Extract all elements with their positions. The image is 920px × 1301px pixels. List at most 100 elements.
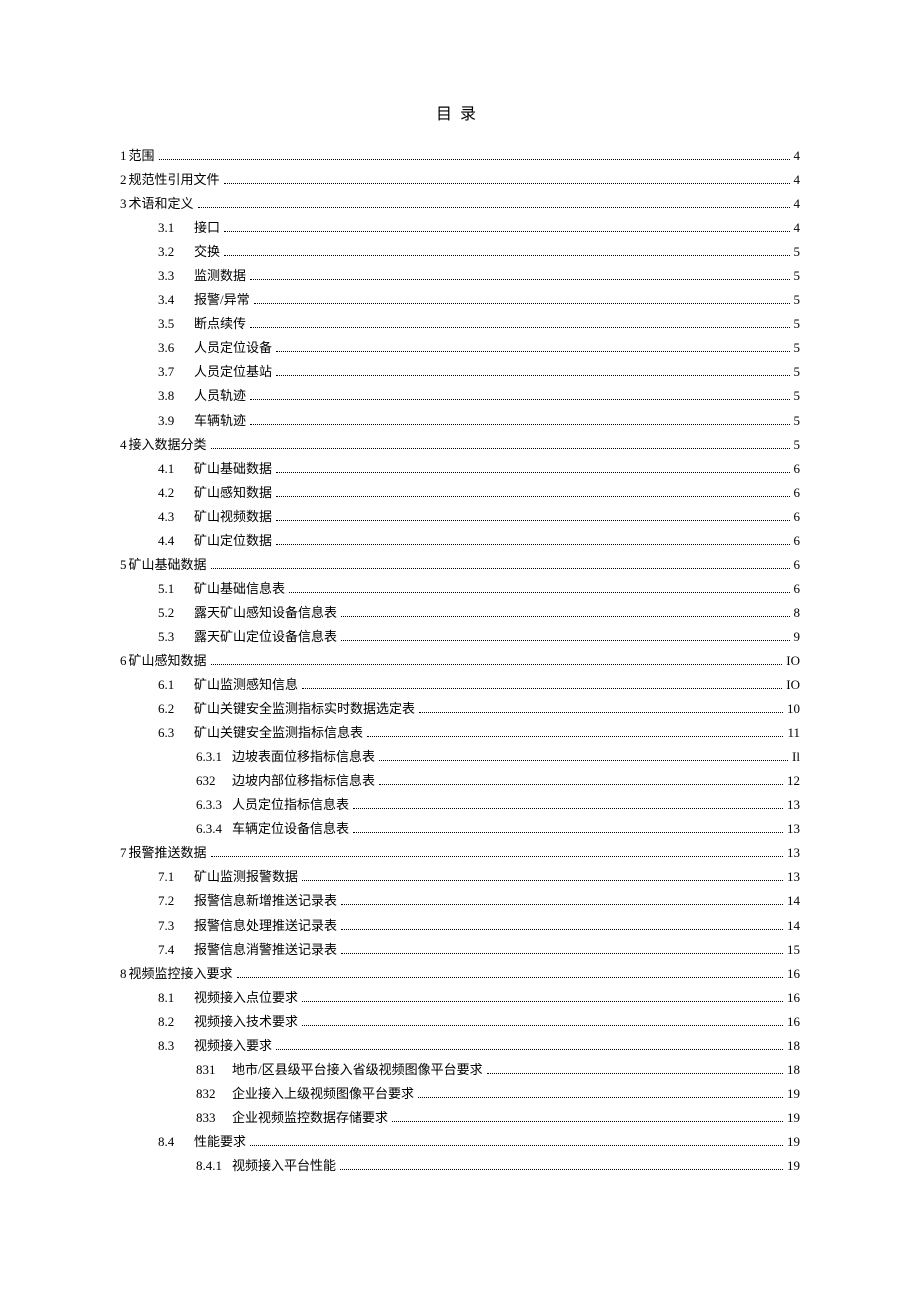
toc-dots bbox=[237, 977, 783, 978]
toc-dots bbox=[341, 616, 789, 617]
toc-entry-label: 矿山定位数据 bbox=[194, 529, 272, 553]
toc-entry: 4.1矿山基础数据6 bbox=[120, 457, 800, 481]
toc-entry-page: 5 bbox=[794, 409, 801, 433]
toc-dots bbox=[224, 231, 789, 232]
toc-entry: 831地市/区县级平台接入省级视频图像平台要求18 bbox=[120, 1058, 800, 1082]
toc-entry-page: 19 bbox=[787, 1154, 800, 1178]
toc-entry-page: 5 bbox=[794, 433, 801, 457]
toc-entry-page: 12 bbox=[787, 769, 800, 793]
toc-entry-label: 地市/区县级平台接入省级视频图像平台要求 bbox=[232, 1058, 483, 1082]
toc-entry-page: 18 bbox=[787, 1034, 800, 1058]
toc-entry-page: 4 bbox=[794, 216, 801, 240]
toc-entry-number: 3.4 bbox=[158, 288, 192, 312]
toc-entry: 3.8人员轨迹5 bbox=[120, 384, 800, 408]
toc-dots bbox=[341, 640, 789, 641]
toc-entry-number: 7.1 bbox=[158, 865, 192, 889]
toc-entry-page: 5 bbox=[794, 312, 801, 336]
toc-entry-page: 13 bbox=[787, 817, 800, 841]
toc-entry-page: 16 bbox=[787, 962, 800, 986]
toc-dots bbox=[302, 1025, 783, 1026]
toc-entry: 6.3矿山关键安全监测指标信息表 11 bbox=[120, 721, 800, 745]
toc-entry-label: 边坡表面位移指标信息表 bbox=[232, 745, 375, 769]
toc-dots bbox=[379, 760, 788, 761]
toc-entry-page: 4 bbox=[794, 168, 801, 192]
toc-entry-label: 断点续传 bbox=[194, 312, 246, 336]
toc-dots bbox=[340, 1169, 783, 1170]
toc-entry: 632边坡内部位移指标信息表12 bbox=[120, 769, 800, 793]
toc-entry: 8.3视频接入要求18 bbox=[120, 1034, 800, 1058]
toc-entry-label: 报警信息处理推送记录表 bbox=[194, 914, 337, 938]
toc-entry-label: 交换 bbox=[194, 240, 220, 264]
toc-entry-label: 矿山监测感知信息 bbox=[194, 673, 298, 697]
toc-dots bbox=[367, 736, 783, 737]
toc-dots bbox=[250, 327, 789, 328]
toc-entry-number: 7.3 bbox=[158, 914, 192, 938]
toc-entry-number: 3.6 bbox=[158, 336, 192, 360]
toc-entry-number: 6.2 bbox=[158, 697, 192, 721]
toc-entry-page: 13 bbox=[787, 793, 800, 817]
toc-entry-page: 16 bbox=[787, 986, 800, 1010]
toc-entry-number: 3.2 bbox=[158, 240, 192, 264]
toc-entry-number: 4 bbox=[120, 433, 127, 457]
toc-dots bbox=[198, 207, 790, 208]
toc-entry-number: 6.3 bbox=[158, 721, 192, 745]
toc-entry-label: 矿山关键安全监测指标信息表 bbox=[194, 721, 363, 745]
toc-entry: 7 报警推送数据 13 bbox=[120, 841, 800, 865]
toc-dots bbox=[353, 832, 783, 833]
toc-entry-number: 632 bbox=[196, 769, 230, 793]
toc-dots bbox=[276, 1049, 783, 1050]
toc-entry-number: 7 bbox=[120, 841, 127, 865]
toc-dots bbox=[276, 544, 789, 545]
toc-entry: 7.1矿山监测报警数据13 bbox=[120, 865, 800, 889]
toc-entry-page: 14 bbox=[787, 914, 800, 938]
toc-entry-page: 4 bbox=[794, 192, 801, 216]
toc-entry: 3.4报警/异常5 bbox=[120, 288, 800, 312]
toc-entry: 3.1接口4 bbox=[120, 216, 800, 240]
toc-dots bbox=[379, 784, 783, 785]
toc-entry: 3.2交换5 bbox=[120, 240, 800, 264]
toc-entry: 5 矿山基础数据6 bbox=[120, 553, 800, 577]
toc-entry-label: 监测数据 bbox=[194, 264, 246, 288]
toc-entry-page: IO bbox=[786, 649, 800, 673]
toc-entry-label: 人员定位设备 bbox=[194, 336, 272, 360]
toc-entry-number: 4.1 bbox=[158, 457, 192, 481]
toc-entry-page: 6 bbox=[794, 553, 801, 577]
toc-dots bbox=[276, 520, 789, 521]
toc-entry-number: 4.4 bbox=[158, 529, 192, 553]
toc-entry-label: 矿山基础数据 bbox=[129, 553, 207, 577]
toc-entry: 6 矿山感知数据IO bbox=[120, 649, 800, 673]
toc-entry: 7.4报警信息消警推送记录表15 bbox=[120, 938, 800, 962]
toc-entry-label: 露天矿山定位设备信息表 bbox=[194, 625, 337, 649]
toc-entry-page: 11 bbox=[787, 721, 800, 745]
toc-dots bbox=[276, 472, 789, 473]
toc-dots bbox=[224, 255, 789, 256]
toc-entry-number: 832 bbox=[196, 1082, 230, 1106]
toc-entry: 3.7人员定位基站5 bbox=[120, 360, 800, 384]
toc-entry-page: 5 bbox=[794, 384, 801, 408]
toc-entry-number: 3.9 bbox=[158, 409, 192, 433]
toc-entry-number: 8.1 bbox=[158, 986, 192, 1010]
toc-entry-label: 矿山视频数据 bbox=[194, 505, 272, 529]
toc-dots bbox=[250, 1145, 783, 1146]
toc-entry-number: 4.3 bbox=[158, 505, 192, 529]
toc-entry: 3.9车辆轨迹 5 bbox=[120, 409, 800, 433]
toc-entry-number: 8.2 bbox=[158, 1010, 192, 1034]
toc-entry: 6.3.3人员定位指标信息表13 bbox=[120, 793, 800, 817]
toc-dots bbox=[211, 568, 790, 569]
toc-entry-number: 6 bbox=[120, 649, 127, 673]
toc-entry-label: 矿山监测报警数据 bbox=[194, 865, 298, 889]
toc-entry-page: 13 bbox=[787, 841, 800, 865]
toc-entry: 832企业接入上级视频图像平台要求19 bbox=[120, 1082, 800, 1106]
toc-entry-label: 人员定位指标信息表 bbox=[232, 793, 349, 817]
toc-dots bbox=[289, 592, 789, 593]
toc-entry-page: 8 bbox=[794, 601, 801, 625]
toc-entry: 6.1矿山监测感知信息IO bbox=[120, 673, 800, 697]
toc-entry-label: 车辆轨迹 bbox=[194, 409, 246, 433]
toc-entry-label: 矿山基础数据 bbox=[194, 457, 272, 481]
toc-entry-number: 3.5 bbox=[158, 312, 192, 336]
toc-dots bbox=[224, 183, 790, 184]
toc-entry-label: 报警推送数据 bbox=[129, 841, 207, 865]
toc-entry-number: 833 bbox=[196, 1106, 230, 1130]
toc-container: 1 范围42 规范性引用文件43 术语和定义43.1接口43.2交换53.3监测… bbox=[120, 144, 800, 1178]
toc-title: 目录 bbox=[120, 100, 800, 124]
